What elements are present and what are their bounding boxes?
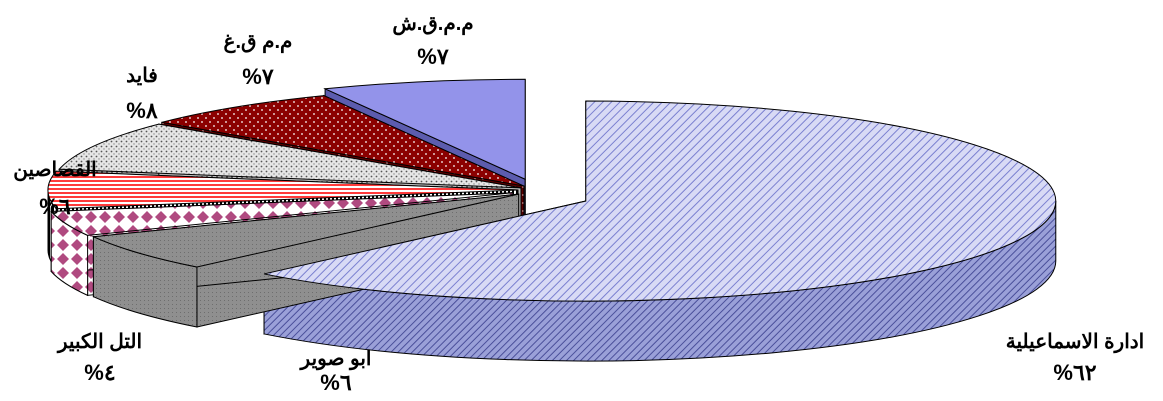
pie-slice-4 [58,123,522,189]
slice-label-2: التل الكبير [56,331,142,354]
slice-value-5: %٧ [242,64,274,89]
slice-label-6: م.م.ق.ش [392,13,473,36]
slice-value-1: %٦ [320,370,352,395]
slice-value-3: %٦ [39,194,71,219]
slice-label-4: فايد [126,65,158,87]
pie-slice-1 [91,193,519,268]
pie-slice-3 [47,170,519,210]
pie-slice-2 [50,192,513,236]
slice-label-0: ادارة الاسماعيلية [1006,331,1144,354]
slice-value-2: %٤ [84,360,115,385]
slice-value-0: %٦٢ [1053,360,1096,385]
slice-value-6: %٧ [417,44,449,69]
pie-slice-5 [161,95,525,187]
slice-value-4: %٨ [126,98,158,123]
slice-label-3: القصاصين [13,159,96,182]
slice-label-1: ابو صوير [299,348,372,371]
pie-slice-6 [323,78,526,181]
pie-slice-0 [263,100,1057,302]
slice-label-5: م.م ق.غ [224,31,293,54]
